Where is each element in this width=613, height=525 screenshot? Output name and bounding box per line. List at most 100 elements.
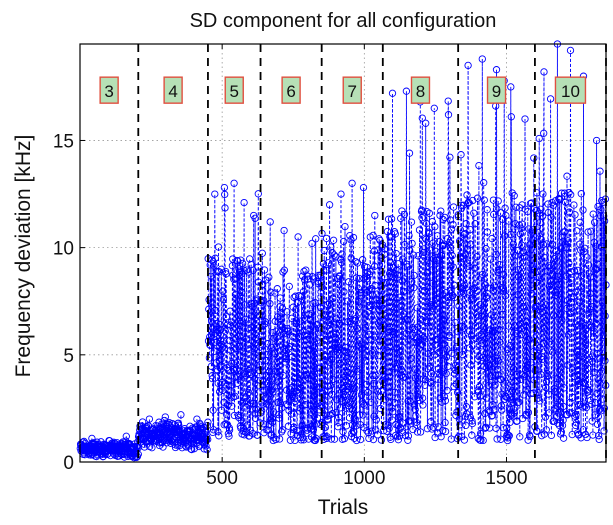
config-label: 10: [561, 82, 580, 101]
data-point: [483, 206, 491, 214]
data-point: [564, 331, 573, 339]
data-point: [289, 333, 297, 341]
data-point: [533, 427, 541, 436]
data-point: [514, 290, 522, 299]
data-point: [353, 325, 361, 333]
data-point: [455, 237, 464, 245]
data-point: [370, 379, 378, 388]
data-point: [526, 199, 535, 208]
data-point: [574, 377, 582, 386]
data-point: [537, 235, 545, 244]
data-point: [580, 379, 589, 388]
data-point: [353, 259, 362, 267]
data-point: [504, 434, 512, 442]
data-point: [569, 384, 577, 392]
data-point: [457, 289, 465, 297]
data-point: [241, 315, 250, 324]
data-point: [394, 436, 403, 444]
data-point: [422, 119, 430, 127]
data-point: [586, 396, 595, 405]
config-label: 5: [230, 82, 239, 101]
data-point: [265, 273, 273, 281]
data-point: [425, 209, 434, 217]
data-point: [577, 246, 585, 254]
data-point: [493, 205, 501, 213]
data-point: [527, 358, 535, 366]
data-point: [552, 394, 561, 402]
data-point: [283, 324, 291, 332]
data-point: [322, 336, 330, 344]
data-point: [538, 212, 547, 220]
data-point: [254, 263, 262, 271]
data-point: [369, 435, 378, 444]
data-point: [400, 310, 408, 318]
data-point: [275, 435, 284, 443]
data-point: [446, 244, 455, 252]
data-point: [536, 218, 544, 227]
config-label: 8: [416, 82, 425, 101]
data-point: [586, 289, 594, 298]
data-point: [465, 199, 473, 207]
data-point: [143, 423, 151, 431]
data-point: [408, 239, 416, 248]
data-point: [364, 429, 372, 437]
data-point: [133, 443, 141, 451]
data-point: [310, 391, 319, 400]
data-point: [426, 363, 434, 371]
data-point: [308, 239, 316, 248]
data-point: [545, 262, 553, 270]
data-point: [492, 424, 500, 432]
data-point: [330, 435, 339, 443]
data-point: [325, 201, 334, 209]
data-point: [349, 406, 357, 414]
data-point: [409, 425, 417, 434]
data-point: [297, 292, 306, 300]
data-point: [584, 364, 592, 372]
data-point: [238, 259, 247, 268]
data-point: [384, 421, 392, 429]
data-point: [335, 418, 343, 427]
data-point: [403, 263, 412, 271]
data-point: [229, 271, 237, 279]
data-point: [384, 215, 393, 223]
data-point: [582, 338, 590, 347]
data-point: [463, 191, 471, 199]
data-point: [396, 348, 404, 356]
data-point: [373, 387, 382, 395]
data-point: [273, 333, 281, 341]
data-point: [322, 266, 330, 274]
data-point: [550, 254, 559, 263]
data-point: [330, 321, 338, 329]
data-point: [349, 383, 357, 391]
config-label-box: [163, 76, 183, 104]
data-point: [432, 295, 440, 303]
data-point: [212, 320, 220, 328]
data-point: [524, 207, 532, 216]
data-point: [324, 416, 332, 424]
data-point: [302, 335, 311, 344]
data-point: [214, 379, 222, 387]
data-point: [457, 151, 465, 159]
data-point: [409, 338, 417, 346]
data-point: [587, 302, 595, 311]
data-point: [356, 377, 364, 385]
data-point: [287, 410, 296, 418]
data-point: [383, 338, 392, 346]
data-point: [598, 196, 606, 205]
data-point: [343, 297, 352, 305]
data-point: [217, 265, 225, 273]
data-point: [279, 426, 287, 434]
data-point: [565, 189, 573, 197]
data-point: [565, 208, 573, 216]
data-point: [491, 381, 499, 389]
data-point: [509, 386, 517, 395]
data-point: [361, 324, 370, 332]
data-point: [593, 420, 602, 428]
data-point: [219, 386, 227, 395]
data-point: [452, 380, 460, 388]
data-point: [219, 287, 227, 295]
data-point: [211, 190, 219, 198]
data-point: [436, 323, 445, 331]
config-label-box: [342, 76, 362, 104]
data-point: [577, 272, 586, 280]
